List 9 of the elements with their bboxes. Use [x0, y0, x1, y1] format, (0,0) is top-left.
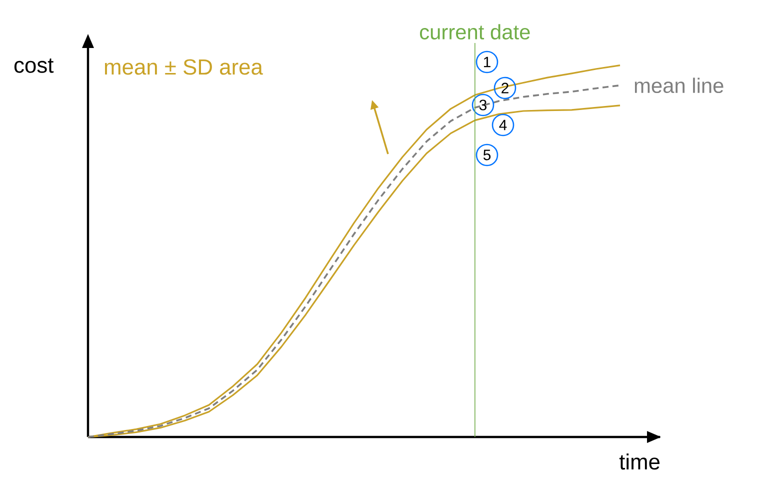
series-label: mean line	[634, 78, 724, 94]
text: current date	[420, 24, 530, 40]
annotation: 1	[484, 56, 490, 68]
annotation: 4	[499, 120, 507, 130]
annotation: 5	[483, 150, 491, 160]
y-axis-title: cost	[14, 58, 54, 73]
x-axis-title: time	[619, 454, 660, 470]
annotation: 3	[479, 100, 487, 110]
annotation: mean ± SD area	[104, 59, 263, 75]
